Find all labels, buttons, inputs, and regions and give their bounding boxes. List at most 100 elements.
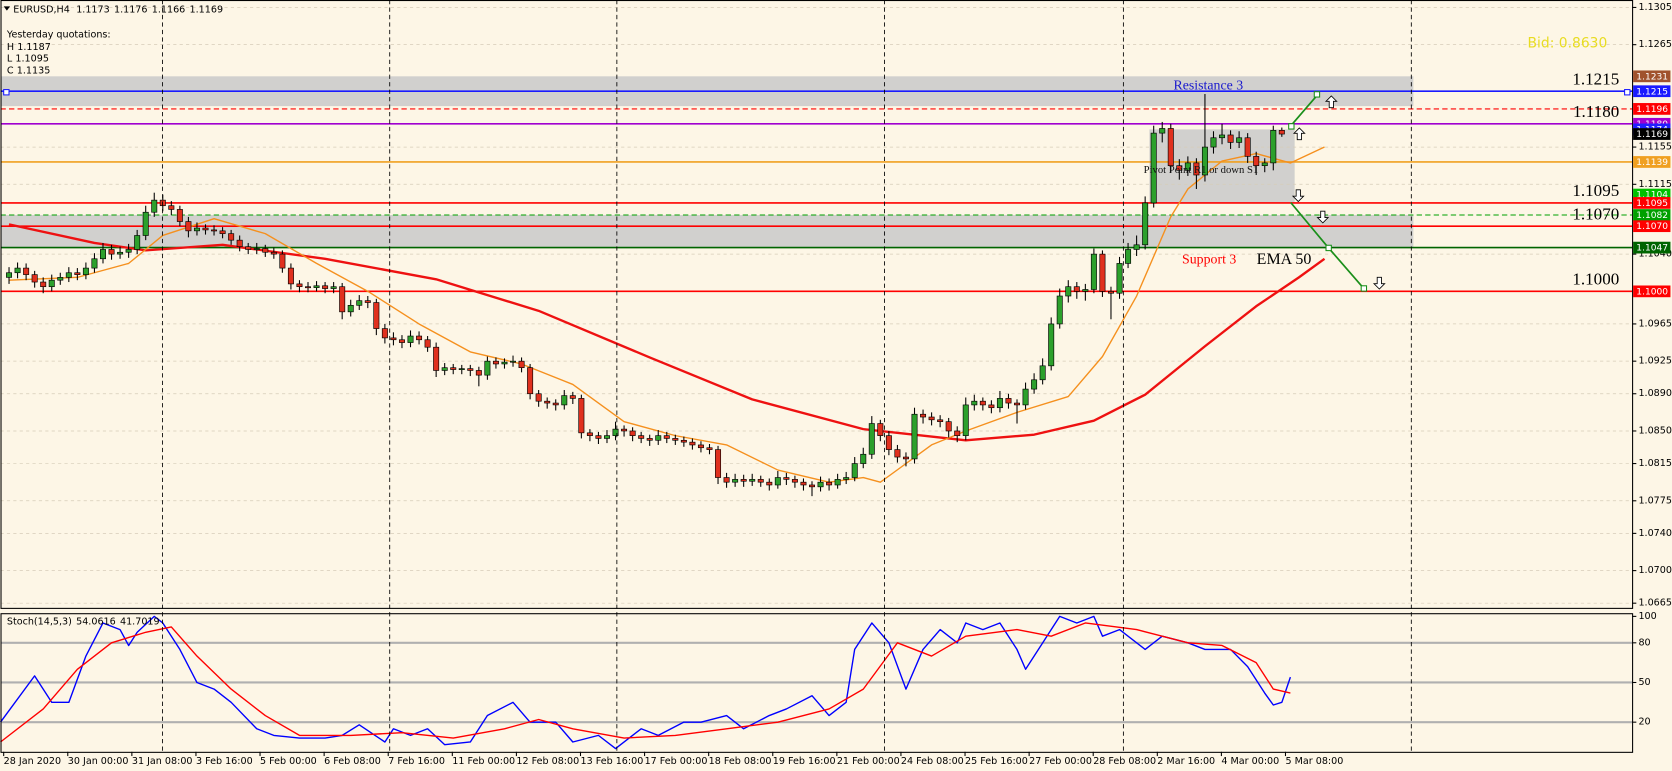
price-tag [1633,197,1671,209]
y-tick-label: 1.0965 [1638,318,1672,329]
candle-body [979,400,986,406]
candle-body [1150,132,1157,204]
candle-body [416,335,423,341]
handle [1325,244,1332,252]
candle-body [680,439,687,443]
info-heading: Yesterday quotations: [6,30,111,41]
series-label: EMA 50 [1257,251,1312,268]
candle-body [860,453,867,464]
price-tag-label: 1.1047 [1636,244,1668,254]
candle-body [1184,162,1191,171]
indicator-line [8,146,1325,483]
price-tag-label: 1.1169 [1636,130,1668,140]
candle-body [757,479,764,483]
x-tick-label: 2 Mar 16:00 [1157,756,1215,767]
candle-body [1048,323,1055,367]
candle-body [424,339,431,348]
candle-body [877,423,884,436]
price-tag [1633,103,1671,115]
candle-body [57,277,64,281]
candle-body [14,267,21,274]
candle-body [1014,402,1021,406]
candle-body [381,328,388,339]
candle-body [236,239,243,247]
candle-body [937,419,944,422]
candle-body [168,205,175,210]
candle-body [262,248,269,253]
candle-body [1210,137,1217,148]
candle-body [1073,286,1080,292]
handle [1313,91,1321,98]
candle-body [723,477,730,483]
price-tag [1633,70,1671,83]
x-tick-label: 7 Feb 16:00 [388,756,445,767]
arrow-up [1324,95,1338,109]
candle-body [6,272,13,278]
candle-body [228,233,235,241]
y-tick-label: 1.0815 [1638,458,1672,469]
stoch-d: 41.7019 [120,616,160,627]
candle-body [202,227,209,231]
close: 1.1169 [190,4,224,15]
arrow-down [1316,210,1330,224]
projections [1288,91,1368,292]
candle-body [398,339,405,343]
candle-body [193,227,200,232]
menu-triangle [3,6,11,11]
y-tick-label: 1.1155 [1638,142,1672,153]
candle-body [134,235,141,250]
candle-body [1270,129,1277,164]
x-tick-label: 24 Feb 08:00 [901,756,964,767]
candle-body [706,447,713,450]
stoch-title: Stoch(14,5,3) [7,616,72,627]
candle-body [1116,263,1123,294]
info-item: C 1.1135 [7,65,50,76]
candle-body [672,438,679,441]
x-tick-label: 27 Feb 00:00 [1029,756,1092,767]
candle-body [826,481,833,486]
candle-body [715,449,722,478]
candle-body [621,428,628,432]
x-tick-label: 21 Feb 00:00 [837,756,900,767]
candle-body [920,413,927,418]
x-tick-label: 5 Mar 08:00 [1285,756,1343,767]
candle-body [655,435,662,441]
zone [0,215,1414,248]
indicator-line [0,622,1291,743]
candle-body [211,229,218,232]
candle-body [373,302,380,329]
candle-body [578,398,585,434]
candle-body [185,221,192,232]
bid-label: Bid: 0.8630 [1528,36,1608,52]
y-tick-label: 50 [1638,677,1650,688]
y-tick-label: 100 [1638,611,1656,622]
y-tick-label: 1.1265 [1638,39,1672,50]
price-tag-label: 1.1196 [1636,105,1668,115]
candle-body [1167,128,1174,167]
y-tick-label: 1.1115 [1638,179,1672,190]
candle-body [100,249,106,260]
candle-body [279,253,286,269]
stoch-header: Stoch(14,5,3) 54.0616 41.7019 [7,616,160,627]
price-tag [1633,85,1671,98]
candle-body [407,335,414,343]
level-label: 1.1095 [1572,181,1619,200]
arrow-down [1291,189,1305,203]
x-tick-label: 28 Jan 2020 [4,756,61,767]
info-value: 1.1135 [17,65,51,76]
candle-body [467,368,474,371]
projection-up [1290,94,1319,127]
price-tag [1633,241,1671,254]
candle-body [1056,295,1063,325]
candle-body [1193,162,1200,176]
candle-body [253,248,260,250]
candle-body [305,286,311,289]
price-tag [1633,220,1671,233]
level-label: 1.1180 [1573,102,1619,121]
candle-body [74,272,81,275]
candle-body [125,249,132,253]
x-tick-label: 13 Feb 16:00 [580,756,643,767]
y-tick-label: 1.0890 [1638,388,1672,399]
candle-body [390,337,397,341]
open: 1.1173 [76,4,110,15]
